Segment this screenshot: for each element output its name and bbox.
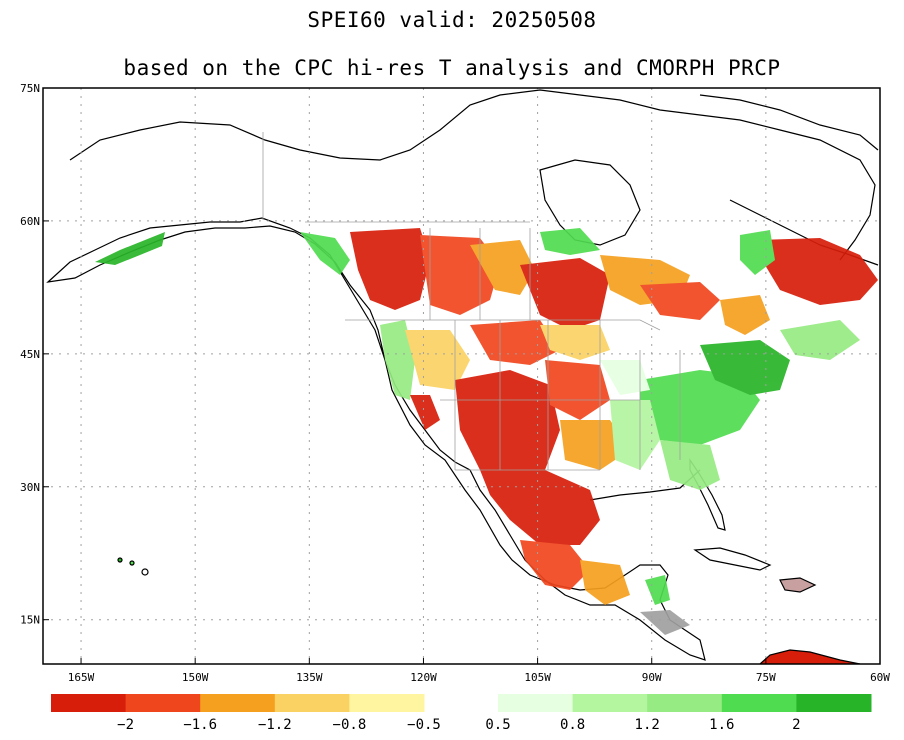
- hawaii-island: [141, 568, 149, 576]
- patch-wet: [640, 370, 760, 445]
- patch-dry: [640, 282, 720, 320]
- patch-wet3: [610, 400, 660, 470]
- lat-tick-label: 45N: [20, 348, 40, 361]
- patch-dry: [410, 395, 440, 430]
- patch-wet: [645, 575, 670, 605]
- colorbar-swatch-negative: [51, 694, 127, 712]
- patch-mod: [580, 560, 630, 605]
- colorbar-swatch-negative: [200, 694, 276, 712]
- patch-mod: [540, 325, 610, 360]
- patch-dry: [760, 238, 878, 305]
- patch-wet: [300, 232, 350, 275]
- hispaniola: [779, 577, 817, 593]
- lon-tick-label: 105W: [524, 671, 551, 684]
- patch-dry2: [545, 360, 610, 420]
- lat-tick-label: 15N: [20, 614, 40, 627]
- colorbar: −2 −1.6 −1.2 −0.8 −0.5 0.5 0.8 1.2 1.6 2: [51, 694, 872, 733]
- map-frame: [42, 87, 881, 665]
- cuba: [693, 547, 772, 571]
- patch-wet: [380, 320, 415, 400]
- colorbar-label: −1.2: [258, 717, 292, 733]
- colorbar-label: −2: [117, 717, 134, 733]
- longitude-labels: 165W 150W 135W 120W 105W 90W 75W 60W: [68, 658, 890, 684]
- lon-tick-label: 120W: [410, 671, 437, 684]
- lon-tick-label: 90W: [642, 671, 662, 684]
- hawaii-island: [129, 560, 135, 566]
- spei-patches: [95, 228, 878, 635]
- colorbar-label: 0.5: [485, 717, 510, 733]
- patch-mild: [600, 360, 650, 395]
- colorbar-swatch-positive: [721, 694, 797, 712]
- map-title: SPEI60 valid: 20250508: [307, 8, 597, 32]
- hawaii-island: [117, 557, 123, 563]
- patch-wet: [95, 232, 165, 265]
- lon-tick-label: 135W: [296, 671, 323, 684]
- patch-mod: [405, 330, 470, 390]
- map-subtitle: based on the CPC hi-res T analysis and C…: [123, 56, 781, 80]
- patch-mod: [720, 295, 770, 335]
- lat-tick-label: 60N: [20, 215, 40, 228]
- lat-tick-label: 75N: [20, 82, 40, 95]
- colorbar-swatch-positive: [796, 694, 872, 712]
- patch-mod: [470, 240, 535, 295]
- colorbar-label: 0.8: [560, 717, 585, 733]
- colorbar-label: 2: [792, 717, 800, 733]
- lon-tick-label: 75W: [756, 671, 776, 684]
- latitude-labels: 75N 60N 45N 30N 15N: [20, 82, 49, 627]
- patch-mod: [560, 420, 630, 470]
- lat-tick-label: 30N: [20, 481, 40, 494]
- colorbar-swatch-positive: [647, 694, 723, 712]
- patch-wet3: [780, 320, 860, 360]
- colorbar-swatch-positive: [572, 694, 648, 712]
- lon-tick-label: 165W: [68, 671, 95, 684]
- colorbar-swatch-negative: [125, 694, 201, 712]
- patch-wet2: [700, 340, 790, 395]
- patch-dry: [350, 228, 430, 310]
- patch-dry: [520, 258, 610, 330]
- colorbar-label: −0.5: [407, 717, 441, 733]
- patch-dry: [480, 470, 600, 545]
- hudson-bay: [539, 159, 641, 246]
- colorbar-swatch-negative: [274, 694, 350, 712]
- south-america-coast: [759, 649, 861, 664]
- colorbar-label: 1.6: [709, 717, 734, 733]
- arctic-coast: [69, 89, 876, 261]
- lat-lon-grid: [43, 88, 880, 664]
- patch-dry: [455, 370, 560, 480]
- patch-wet3: [660, 440, 720, 490]
- lon-tick-label: 150W: [182, 671, 209, 684]
- patch-wet: [540, 228, 600, 255]
- greenland-coast: [699, 94, 879, 151]
- colorbar-label: −1.6: [183, 717, 217, 733]
- patch-dry: [640, 610, 690, 635]
- map-content: [43, 88, 880, 664]
- lon-tick-label: 60W: [870, 671, 890, 684]
- colorbar-swatch-positive: [498, 694, 574, 712]
- patch-dry2: [520, 540, 590, 590]
- colorbar-label: 1.2: [635, 717, 660, 733]
- colorbar-swatch-negative: [349, 694, 425, 712]
- border-line: [345, 319, 661, 331]
- colorbar-label: −0.8: [333, 717, 367, 733]
- political-borders: [262, 132, 681, 471]
